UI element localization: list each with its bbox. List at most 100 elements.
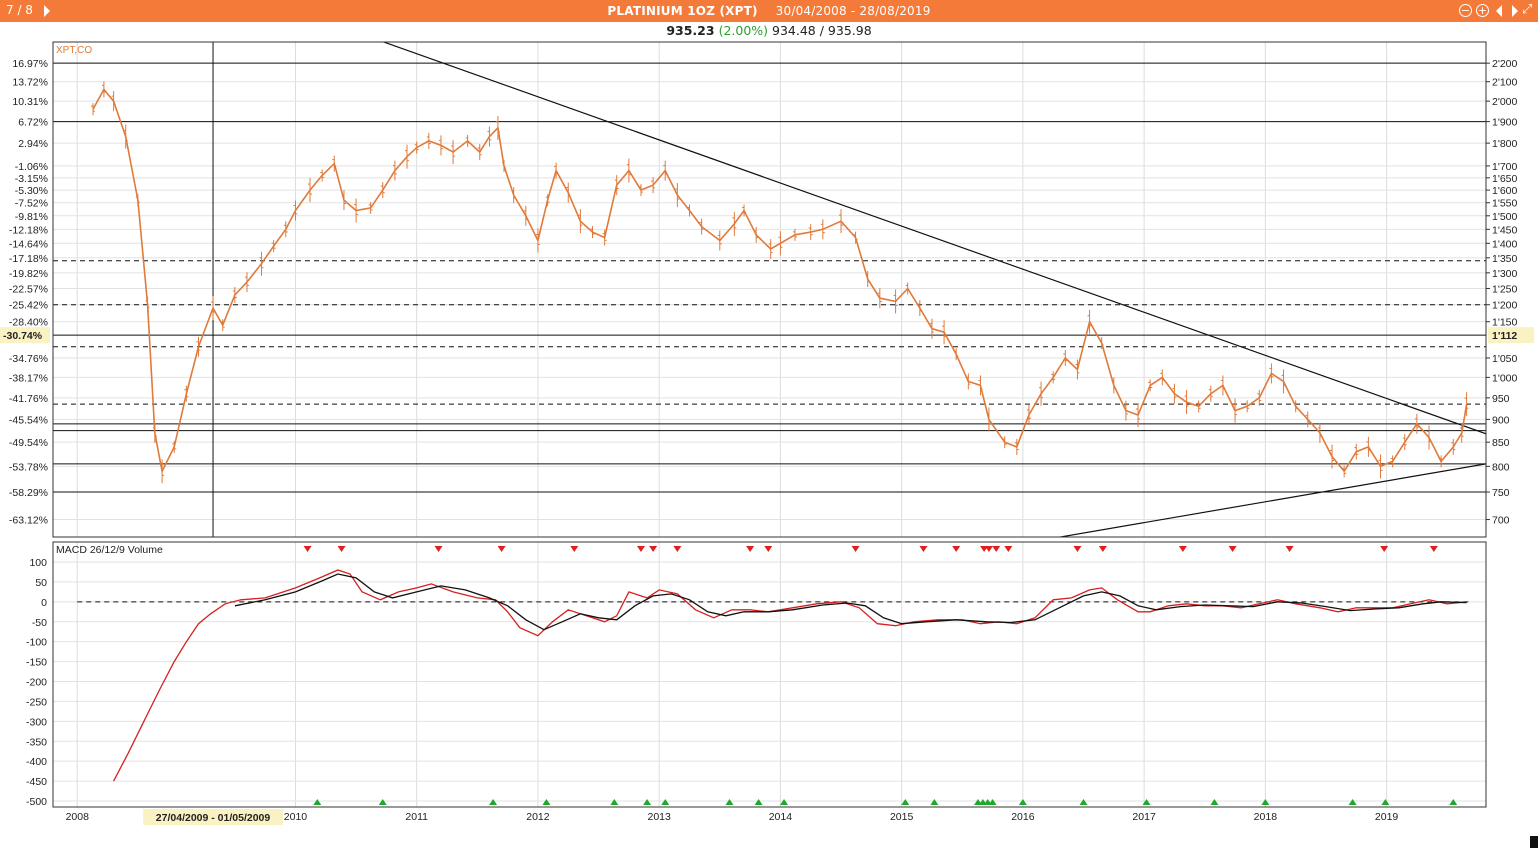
macd-title: MACD 26/12/9 Volume: [56, 544, 163, 556]
resize-handle[interactable]: [1530, 836, 1538, 848]
price-tick-label: 1'450: [1492, 224, 1518, 236]
sell-signal-icon: [337, 546, 346, 552]
sell-signal-icon: [984, 546, 993, 552]
scroll-left-icon[interactable]: [1496, 5, 1502, 17]
buy-signal-icon: [313, 799, 322, 805]
sell-signal-icon: [1429, 546, 1438, 552]
percent-tick-label: -41.76%: [9, 393, 48, 405]
sell-signal-icon: [1380, 546, 1389, 552]
sell-signal-icon: [746, 546, 755, 552]
percent-tick-label: -25.42%: [9, 300, 48, 312]
buy-signal-icon: [610, 799, 619, 805]
percent-tick-label: 6.72%: [18, 117, 48, 129]
price-tick-label: 1'500: [1492, 211, 1518, 223]
buy-signal-icon: [643, 799, 652, 805]
buy-signal-icon: [901, 799, 910, 805]
sell-signal-icon: [1178, 546, 1187, 552]
price-tick-label: 850: [1492, 437, 1510, 449]
macd-tick-label: -400: [26, 756, 47, 768]
price-change: (2.00%): [718, 23, 769, 38]
buy-signal-icon: [1018, 799, 1027, 805]
price-tick-label: 1'400: [1492, 238, 1518, 250]
scroll-right-icon[interactable]: [1512, 5, 1518, 17]
percent-tick-label: 2.94%: [18, 138, 48, 150]
sell-signal-icon: [952, 546, 961, 552]
buy-signal-icon: [930, 799, 939, 805]
price-tick-label: 900: [1492, 414, 1510, 426]
x-tick-label: 2013: [647, 811, 671, 823]
buy-signal-icon: [1449, 799, 1458, 805]
macd-tick-label: -500: [26, 796, 47, 808]
buy-signal-icon: [780, 799, 789, 805]
price-tick-label: 2'200: [1492, 58, 1518, 70]
sell-signal-icon: [1073, 546, 1082, 552]
sell-signal-icon: [636, 546, 645, 552]
percent-tick-label: -38.17%: [9, 372, 48, 384]
crosshair-date-bg: [143, 809, 284, 825]
percent-tick-label: -14.64%: [9, 238, 48, 250]
macd-tick-label: -300: [26, 716, 47, 728]
price-tick-label: 800: [1492, 461, 1510, 473]
symbol-label: XPT,CO: [56, 45, 92, 56]
price-tick-label: 1'200: [1492, 300, 1518, 312]
percent-tick-label: -63.12%: [9, 515, 48, 527]
x-tick-label: 2019: [1375, 811, 1399, 823]
zoom-out-icon[interactable]: −: [1459, 4, 1472, 17]
percent-tick-label: 16.97%: [12, 58, 48, 70]
sell-signal-icon: [570, 546, 579, 552]
buy-signal-icon: [988, 799, 997, 805]
price-tick-label: 1'050: [1492, 353, 1518, 365]
price-tick-label: 1'900: [1492, 117, 1518, 129]
price-tick-label: 1'700: [1492, 161, 1518, 173]
macd-tick-label: -200: [26, 677, 47, 689]
price-tick-label: 1'350: [1492, 253, 1518, 265]
percent-tick-label: -34.76%: [9, 353, 48, 365]
percent-tick-label: -17.18%: [9, 253, 48, 265]
percent-tick-label: -45.54%: [9, 414, 48, 426]
buy-signal-icon: [378, 799, 387, 805]
percent-tick-label: -53.78%: [9, 461, 48, 473]
percent-tick-label: -3.15%: [15, 173, 48, 185]
trendline: [381, 42, 1486, 435]
x-tick-label: 2010: [284, 811, 308, 823]
x-tick-label: 2018: [1254, 811, 1278, 823]
buy-signal-icon: [1079, 799, 1088, 805]
percent-tick-label: -58.29%: [9, 487, 48, 499]
price-tick-label: 1'000: [1492, 372, 1518, 384]
sell-signal-icon: [1285, 546, 1294, 552]
zoom-in-icon[interactable]: +: [1476, 4, 1489, 17]
price-tick-label: 1'650: [1492, 173, 1518, 185]
macd-tick-label: -250: [26, 696, 47, 708]
percent-tick-label: -1.06%: [15, 161, 48, 173]
sell-signal-icon: [303, 546, 312, 552]
buy-signal-icon: [1381, 799, 1390, 805]
date-range: 30/04/2008 - 28/08/2019: [775, 4, 931, 18]
macd-series-macd: [113, 569, 1467, 782]
price-tick-label: 950: [1492, 393, 1510, 405]
title-bar: 7 / 8 PLATINIUM 1OZ (XPT) 30/04/2008 - 28…: [0, 0, 1538, 22]
buy-signal-icon: [725, 799, 734, 805]
next-page-icon[interactable]: [44, 5, 50, 17]
x-tick-label: 2014: [769, 811, 793, 823]
macd-tick-label: -50: [32, 617, 47, 629]
percent-tick-label: -28.40%: [9, 317, 48, 329]
current-price-tag-bg: [1488, 327, 1534, 344]
expand-icon[interactable]: ⤢: [1522, 2, 1533, 17]
buy-signal-icon: [661, 799, 670, 805]
price-tick-label: 1'600: [1492, 185, 1518, 197]
percent-tick-label: 10.31%: [12, 96, 48, 108]
x-tick-label: 2012: [526, 811, 550, 823]
buy-signal-icon: [489, 799, 498, 805]
price-tick-label: 1'550: [1492, 198, 1518, 210]
current-percent-tag: -30.74%: [3, 330, 43, 342]
sell-signal-icon: [673, 546, 682, 552]
x-tick-label: 2008: [66, 811, 90, 823]
macd-tick-label: -450: [26, 776, 47, 788]
sell-signal-icon: [649, 546, 658, 552]
quote-line: 935.23 (2.00%) 934.48 / 935.98: [0, 23, 1538, 38]
price-tick-label: 700: [1492, 515, 1510, 527]
sell-signal-icon: [919, 546, 928, 552]
sell-signal-icon: [851, 546, 860, 552]
price-panel-frame: [52, 41, 1487, 538]
